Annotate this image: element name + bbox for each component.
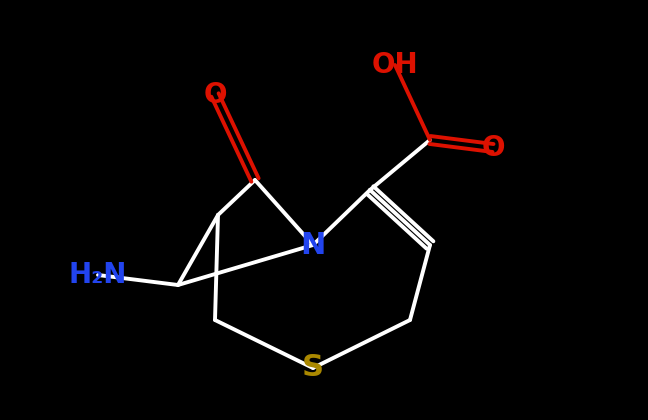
Text: H₂N: H₂N [69,261,127,289]
Text: O: O [203,81,227,109]
Text: N: N [300,231,326,260]
Text: O: O [481,134,505,162]
Text: OH: OH [372,51,419,79]
Text: S: S [302,354,324,383]
